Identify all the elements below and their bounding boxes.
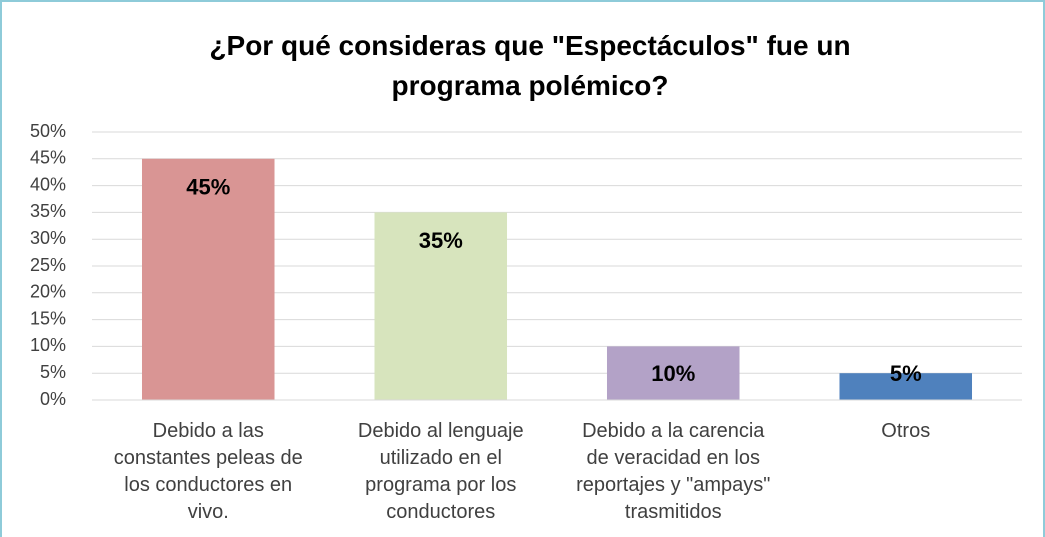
bar [606,346,740,400]
y-tick-label: 30% [30,228,66,248]
y-tick-label: 15% [30,308,66,328]
y-tick-label: 35% [30,201,66,221]
x-tick-label: Debido al lenguaje utilizado en el program… [358,420,524,523]
y-tick-label: 25% [30,255,66,275]
bar [839,373,973,400]
bar [374,212,508,400]
x-tick-label: Debido a la carencia de veracidad en los r… [576,420,770,523]
chart-title: ¿Por qué consideras que "Espectáculos" f… [209,30,850,101]
y-tick-label: 45% [30,148,66,168]
y-tick-label: 10% [30,335,66,355]
y-tick-label: 5% [40,362,66,382]
data-label: 5% [890,361,922,386]
y-tick-label: 50% [30,121,66,141]
data-label: 35% [419,228,463,253]
y-tick-label: 40% [30,174,66,194]
x-tick-label: Otros [881,420,930,442]
y-tick-label: 20% [30,282,66,302]
data-label: 45% [186,175,230,200]
y-tick-label: 0% [40,389,66,409]
bar [141,158,275,400]
x-tick-label: Debido a las constantes peleas de los cond… [114,420,303,523]
data-label: 10% [651,361,695,386]
